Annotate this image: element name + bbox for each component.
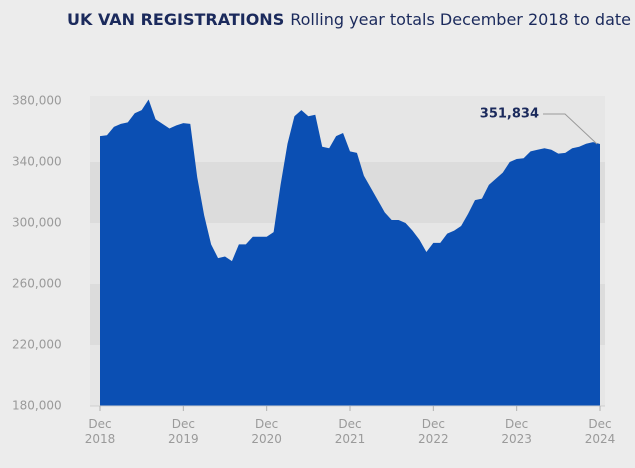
area	[100, 99, 600, 406]
x-tick-label: Dec 2022	[418, 417, 449, 446]
x-tick-label-line: 2022	[418, 432, 449, 446]
x-tick-label-line: 2024	[585, 432, 616, 446]
x-tick-label: Dec 2024	[585, 417, 616, 446]
annotation-line	[543, 113, 598, 145]
x-tick-label-line: Dec	[422, 417, 445, 431]
x-tick-label-line: Dec	[255, 417, 278, 431]
x-tick-label-line: Dec	[588, 417, 611, 431]
x-tick-label-line: 2020	[251, 432, 282, 446]
x-tick-label-line: 2019	[168, 432, 199, 446]
x-tick-label: Dec 2021	[335, 417, 366, 446]
chart-subtitle: Rolling year totals December 2018 to dat…	[290, 10, 631, 29]
y-tick-label: 180,000	[12, 399, 62, 413]
x-tick-label: Dec 2018	[85, 417, 116, 446]
chart-heading: UK VAN REGISTRATIONS Rolling year totals …	[67, 10, 631, 29]
x-tick-label: Dec 2019	[168, 417, 199, 446]
x-tick-label-line: Dec	[172, 417, 195, 431]
x-tick-label-line: 2021	[335, 432, 366, 446]
plot-area: 180,000 220,000 260,000 300,000 340,000 380,0…	[12, 94, 615, 446]
y-tick-label: 220,000	[12, 338, 62, 352]
chart-title: UK VAN REGISTRATIONS	[67, 10, 284, 29]
annotation-label: 351,834	[480, 107, 539, 122]
x-tick-label: Dec 2023	[501, 417, 532, 446]
y-tick-label: 300,000	[12, 216, 62, 230]
x-tick-label-line: Dec	[338, 417, 361, 431]
x-tick-label: Dec 2020	[251, 417, 282, 446]
x-tick-label-line: 2023	[501, 432, 532, 446]
y-tick-label: 340,000	[12, 155, 62, 169]
x-tick-label-line: 2018	[85, 432, 116, 446]
x-tick-label-line: Dec	[505, 417, 528, 431]
x-tick-label-line: Dec	[88, 417, 111, 431]
y-tick-label: 260,000	[12, 277, 62, 291]
y-tick-label: 380,000	[12, 94, 62, 108]
